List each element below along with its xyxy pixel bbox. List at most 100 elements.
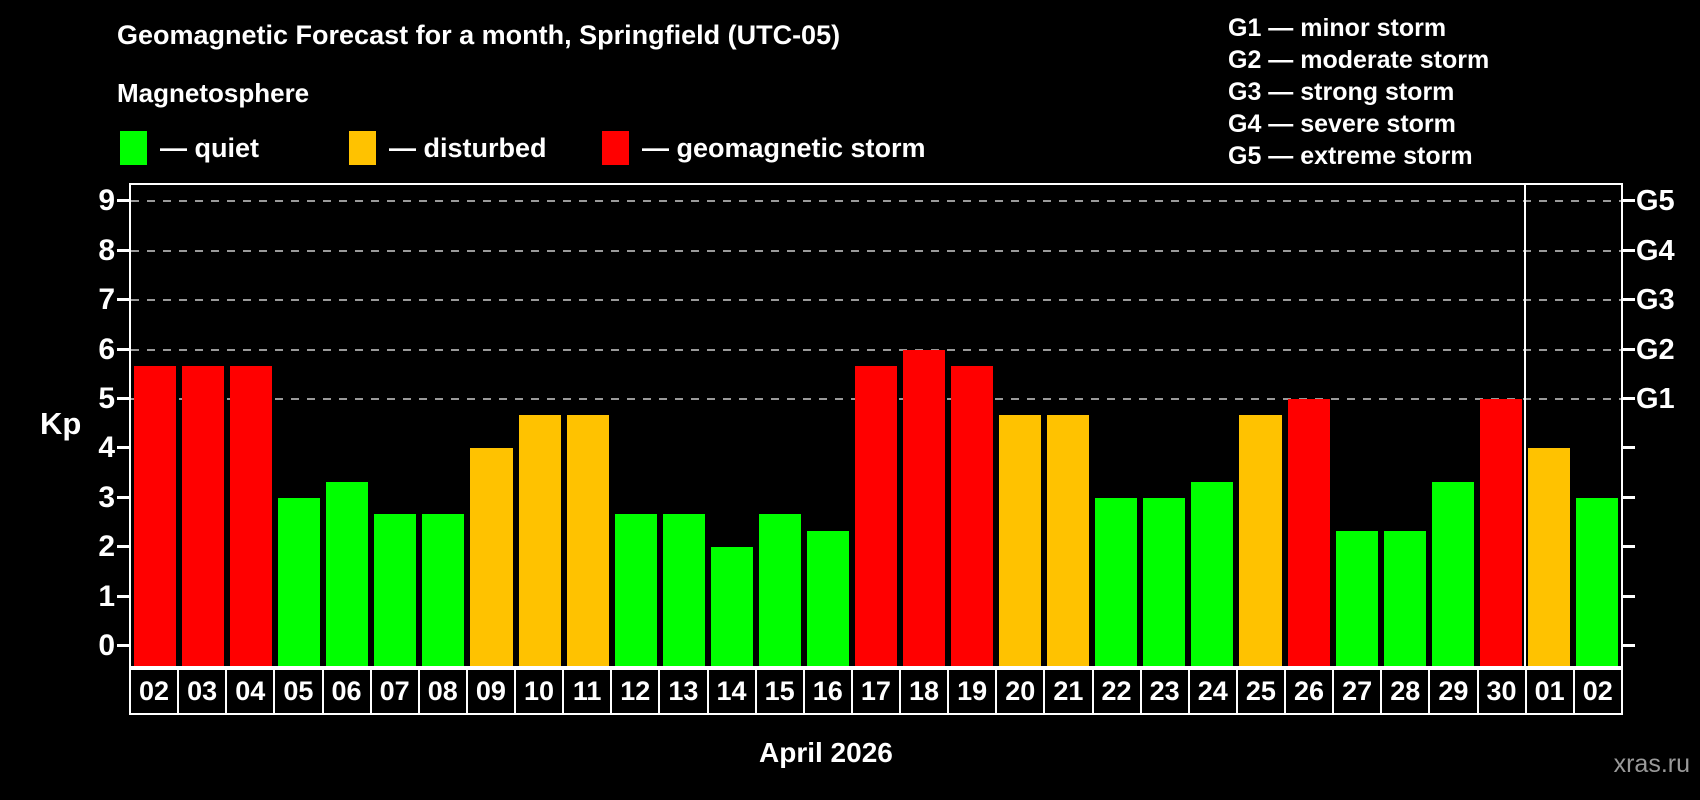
gridline [131,200,1621,203]
y-axis-tick [117,298,129,302]
page-title: Geomagnetic Forecast for a month, Spring… [117,20,841,50]
y-axis-tick [117,495,129,499]
kp-bar [999,415,1042,666]
month-separator-line [1523,185,1526,666]
kp-bar [710,547,753,666]
y-tick-label: 8 [98,233,115,267]
kp-bar [903,349,946,666]
y-axis-tick [117,248,129,252]
g-axis-tick-labels: G1 G2 G3 G4 G5 [1636,183,1700,668]
storm-scale-item: G2 — moderate storm [1228,46,1490,74]
date-label-cell: 17 [853,670,901,713]
y-tick-label: 6 [98,332,115,366]
kp-bar [758,514,801,666]
g-axis-tick [1623,347,1635,351]
kp-bar [1095,497,1138,666]
date-label-cell: 08 [420,670,468,713]
legend-label-storm: — geomagnetic storm [642,132,926,163]
kp-bar [278,497,321,666]
y-axis-tick [117,594,129,598]
g-axis-tick [1623,644,1635,647]
kp-bar [1047,415,1090,666]
storm-scale-item: G3 — strong storm [1228,78,1455,106]
kp-bar [134,365,177,666]
y-tick-label: 0 [98,629,115,662]
storm-scale-item: G1 — minor storm [1228,14,1447,42]
g-tick-label: G4 [1636,234,1675,267]
date-label-cell: 23 [1142,670,1190,713]
date-label-cell: 26 [1286,670,1335,713]
g-axis-tick [1623,594,1635,598]
date-label-cell: 25 [1238,670,1286,713]
g-tick-label: G5 [1636,185,1675,218]
y-tick-label: 2 [98,530,115,564]
storm-scale-item: G4 — severe storm [1228,110,1456,138]
y-axis-tick [117,545,129,549]
gridline [131,348,1621,351]
date-label-cell: 09 [468,670,516,713]
kp-bar [1383,530,1426,666]
date-label-cell: 02 [131,670,180,713]
g-tick-label: G2 [1636,333,1675,366]
date-label-cell: 28 [1382,670,1431,713]
date-label-cell: 21 [1045,670,1094,713]
y-tick-label: 1 [98,579,115,613]
date-label-cell: 30 [1479,670,1527,713]
kp-bar [230,365,273,666]
date-label-cell: 18 [901,670,950,713]
y-axis-tick [117,397,129,400]
y-tick-label: 4 [98,431,115,465]
kp-bar [518,415,561,666]
storm-scale-legend: G1 — minor storm G2 — moderate storm G3 — … [1228,12,1489,172]
kp-bar [1575,497,1618,666]
g-axis-tick [1623,446,1635,450]
legend-label-disturbed: — disturbed [389,132,547,163]
y-axis-tick [117,644,129,647]
date-label-cell: 05 [275,670,324,713]
g-axis-tick [1623,248,1635,252]
y-tick-label: 5 [98,382,115,415]
date-axis-row: 02 03 04 05 06 07 08 09 10 11 12 13 14 15 16 17 18 19 20 21… [129,668,1623,715]
kp-bar [614,514,657,666]
legend-item-disturbed: — disturbed [349,128,547,168]
date-label-cell: 01 [1527,670,1575,713]
kp-bar [326,481,369,666]
g-axis-tick [1623,397,1635,400]
kp-bar [1527,448,1570,666]
kp-bar [1143,497,1186,666]
kp-bar [470,448,513,666]
date-label-cell: 12 [612,670,661,713]
date-label-cell: 16 [805,670,853,713]
kp-bar [1479,399,1522,666]
disturbed-swatch-icon [349,131,376,165]
date-label-cell: 29 [1430,670,1479,713]
date-label-cell: 14 [709,670,757,713]
date-label-cell: 11 [564,670,613,713]
kp-bar [854,365,898,666]
date-label-cell: 13 [660,670,709,713]
date-label-cell: 22 [1094,670,1142,713]
kp-axis-label: Kp [40,406,82,441]
kp-bar [662,514,705,666]
legend-item-storm: — geomagnetic storm [602,128,926,168]
kp-bar [1239,415,1282,666]
date-label-cell: 20 [997,670,1046,713]
gridline [131,249,1621,252]
watermark: xras.ru [1613,750,1690,778]
g-axis-tick [1623,298,1635,302]
kp-bar [182,365,225,666]
kp-bar [951,365,994,666]
date-label-cell: 15 [757,670,805,713]
date-label-cell: 07 [372,670,420,713]
kp-bar [566,415,609,666]
quiet-swatch-icon [120,131,147,165]
g-tick-label: G1 [1636,383,1675,415]
y-tick-label: 3 [98,480,115,514]
kp-bar [1335,530,1378,666]
y-tick-label: 9 [98,184,115,218]
date-label-cell: 06 [324,670,372,713]
kp-bar [374,514,417,666]
month-label: April 2026 [759,737,893,768]
kp-bar [1431,481,1474,666]
g-axis-tick [1623,495,1635,499]
